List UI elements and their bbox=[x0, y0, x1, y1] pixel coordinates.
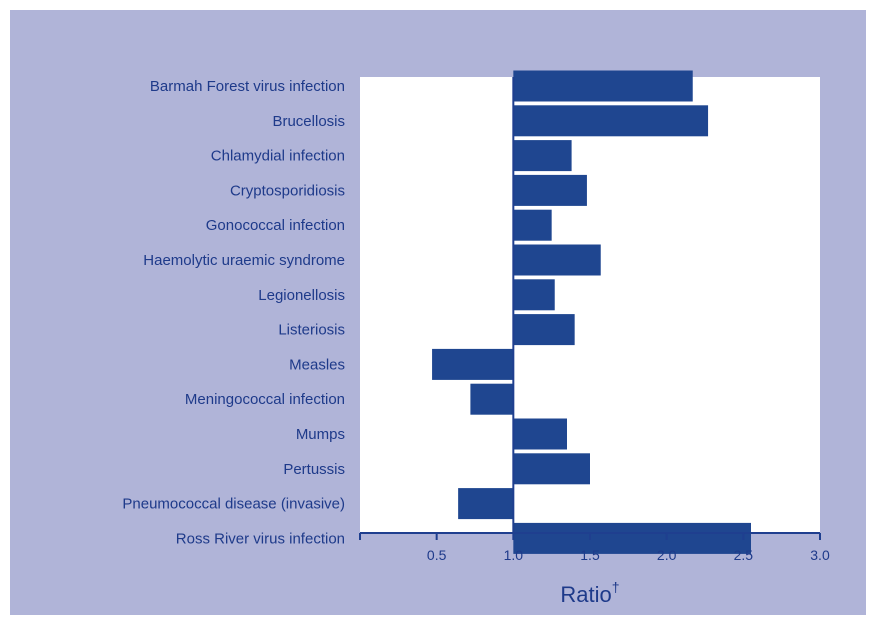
category-label-13: Ross River virus infection bbox=[176, 530, 345, 547]
x-axis-title-superscript: † bbox=[612, 579, 620, 595]
bar-9 bbox=[470, 383, 514, 415]
category-label-0: Barmah Forest virus infection bbox=[150, 78, 345, 95]
ratio-bar-chart: Barmah Forest virus infection Brucellosis… bbox=[122, 70, 830, 607]
category-label-5: Haemolytic uraemic syndrome bbox=[143, 252, 345, 269]
axes-group bbox=[359, 77, 821, 540]
category-label-1: Brucellosis bbox=[272, 113, 345, 130]
category-labels-group: Barmah Forest virus infection Brucellosis… bbox=[122, 78, 345, 547]
x-tick-label-4: 2.5 bbox=[734, 547, 754, 563]
category-label-9: Meningococcal infection bbox=[185, 391, 345, 408]
bar-4 bbox=[513, 209, 552, 241]
category-label-7: Listeriosis bbox=[278, 322, 345, 339]
x-axis-title-text: Ratio bbox=[560, 582, 611, 607]
bar-10 bbox=[513, 418, 567, 450]
category-label-12: Pneumococcal disease (invasive) bbox=[122, 496, 345, 513]
bar-0 bbox=[513, 70, 693, 102]
bar-2 bbox=[513, 140, 572, 172]
chart-panel: Barmah Forest virus infection Brucellosis… bbox=[10, 10, 866, 615]
bar-12 bbox=[458, 488, 514, 520]
category-label-11: Pertussis bbox=[283, 461, 345, 478]
x-axis-title: Ratio† bbox=[560, 579, 619, 607]
bars-group bbox=[432, 70, 751, 554]
category-label-2: Chlamydial infection bbox=[211, 148, 345, 165]
bar-7 bbox=[513, 314, 575, 346]
x-tick-label-0: 0.5 bbox=[427, 547, 447, 563]
bar-3 bbox=[513, 174, 587, 206]
bar-11 bbox=[513, 453, 590, 485]
bar-8 bbox=[432, 348, 514, 380]
bar-6 bbox=[513, 279, 555, 311]
bar-13 bbox=[513, 522, 751, 554]
x-tick-label-2: 1.5 bbox=[580, 547, 600, 563]
category-label-3: Cryptosporidiosis bbox=[230, 182, 345, 199]
x-tick-label-5: 3.0 bbox=[810, 547, 830, 563]
bar-1 bbox=[513, 105, 709, 137]
tick-labels-group: 0.5 1.0 1.5 2.0 2.5 3.0 bbox=[427, 547, 830, 563]
category-label-6: Legionellosis bbox=[258, 287, 345, 304]
bar-5 bbox=[513, 244, 601, 276]
x-tick-label-3: 2.0 bbox=[657, 547, 677, 563]
category-label-10: Mumps bbox=[296, 426, 345, 443]
category-label-4: Gonococcal infection bbox=[206, 217, 345, 234]
category-label-8: Measles bbox=[289, 356, 345, 373]
x-tick-label-1: 1.0 bbox=[504, 547, 524, 563]
